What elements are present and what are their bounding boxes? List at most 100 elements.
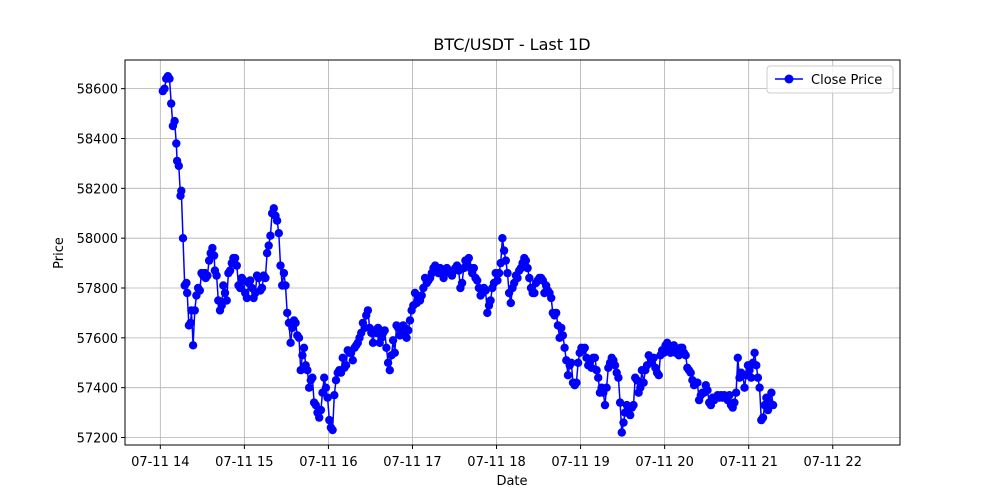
data-point [573,358,583,367]
data-point [279,268,289,278]
data-point [558,331,568,340]
data-point [521,256,531,265]
data-point [262,248,272,258]
y-tick-label: 58600 [77,83,118,98]
data-point [473,276,482,285]
data-point [733,353,742,362]
data-point [600,400,610,410]
plot-frame [124,59,901,446]
data-point [740,383,749,392]
data-point [725,391,734,400]
data-point [501,256,510,265]
data-point [257,283,267,293]
data-point [266,231,275,240]
data-point [617,428,626,437]
data-point [170,116,179,126]
data-point [281,281,290,290]
data-point [182,278,191,288]
x-tick-label: 07-11 20 [635,455,693,470]
data-point [186,318,195,328]
data-point [368,338,378,347]
x-tick-label: 07-11 19 [551,455,609,470]
data-point [230,253,240,263]
data-point [525,273,534,283]
x-tick-label: 07-11 21 [719,455,777,470]
data-point [269,204,278,213]
data-point [572,378,581,387]
data-point [167,99,176,108]
data-point [402,333,411,342]
data-point [264,241,273,250]
data-point [592,366,601,375]
data-point [405,316,415,325]
data-point [232,261,241,270]
legend-marker-swatch [784,74,794,84]
data-point [619,418,628,427]
x-axis-label: Date [496,474,527,489]
data-point [172,139,181,148]
axis-ticks: 07-11 14 07-11 15 07-11 16 07-11 17 07-11 18… [77,83,862,470]
data-point [174,161,183,171]
data-point [494,268,504,278]
data-point [363,306,373,315]
data-point [745,366,754,375]
data-point [404,326,413,335]
data-point [388,336,398,345]
data-point [383,358,393,367]
y-axis-label: Price [52,237,67,269]
data-point [178,234,188,243]
data-point [499,246,509,255]
data-point [513,273,522,283]
data-point [308,373,317,382]
data-point [567,358,576,367]
data-point [590,353,600,362]
data-point [639,378,648,387]
data-point [183,288,192,298]
data-point [417,291,426,300]
data-point [276,261,285,270]
data-point [272,216,282,225]
data-point [195,286,204,295]
data-point [493,276,502,285]
data-point [298,351,307,360]
data-point [165,74,174,83]
x-tick-label: 07-11 18 [467,455,525,470]
data-point [530,288,539,298]
data-point [552,308,561,318]
data-point [747,373,756,382]
data-point [503,268,512,278]
legend-box [766,65,894,94]
data-point [768,400,778,410]
data-point [486,296,495,305]
x-tick-label: 07-11 15 [215,455,273,470]
data-point [594,373,603,382]
data-point [328,425,337,435]
data-point [341,361,351,370]
data-point [481,286,490,295]
data-point [225,266,235,275]
grid-lines [125,60,900,445]
data-point [304,383,314,392]
data-point [261,273,270,283]
data-point [203,271,212,280]
data-point [330,391,339,400]
data-point [614,373,623,382]
data-point [731,388,741,397]
y-tick-label: 57400 [77,382,118,397]
data-point [220,288,230,298]
data-point [457,278,467,288]
data-point [560,343,569,352]
data-point [498,234,507,243]
data-point [209,251,219,260]
data-point [602,383,611,392]
data-point [177,186,186,195]
data-point [299,343,309,352]
y-tick-label: 58000 [77,232,118,247]
data-point [246,276,255,285]
data-point [506,298,515,308]
data-point [523,263,532,273]
data-point [753,373,763,382]
data-point [190,306,199,315]
